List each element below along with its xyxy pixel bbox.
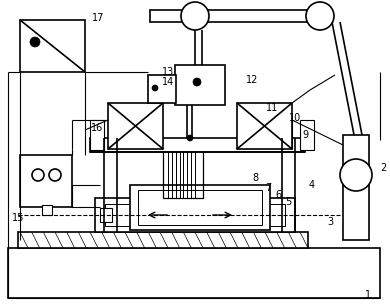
Bar bbox=[175, 65, 225, 105]
Bar bbox=[343, 135, 369, 240]
Circle shape bbox=[306, 2, 334, 30]
Bar bbox=[130, 185, 270, 230]
Circle shape bbox=[32, 169, 44, 181]
Text: 6: 6 bbox=[275, 190, 281, 200]
Bar bbox=[8, 248, 380, 298]
Bar bbox=[148, 75, 176, 103]
Circle shape bbox=[49, 169, 61, 181]
Bar bbox=[105, 204, 285, 226]
Text: 2: 2 bbox=[380, 163, 386, 173]
Bar bbox=[20, 20, 85, 72]
Bar bbox=[100, 208, 112, 222]
Text: 15: 15 bbox=[12, 213, 24, 223]
Bar bbox=[300, 120, 314, 150]
Text: 11: 11 bbox=[266, 103, 278, 113]
Bar bbox=[150, 10, 320, 22]
Circle shape bbox=[193, 78, 201, 86]
Text: 13: 13 bbox=[162, 67, 174, 77]
Text: 1: 1 bbox=[365, 290, 371, 300]
Text: 14: 14 bbox=[162, 77, 174, 87]
Text: 5: 5 bbox=[285, 197, 291, 207]
Bar bbox=[20, 155, 72, 207]
Circle shape bbox=[187, 135, 193, 141]
Text: 17: 17 bbox=[92, 13, 104, 23]
Text: 16: 16 bbox=[91, 123, 103, 133]
Bar bbox=[163, 148, 203, 198]
Bar bbox=[138, 190, 262, 225]
Text: 3: 3 bbox=[327, 217, 333, 227]
Text: 4: 4 bbox=[309, 180, 315, 190]
Bar bbox=[90, 138, 305, 152]
Text: 7: 7 bbox=[265, 183, 271, 193]
Circle shape bbox=[181, 2, 209, 30]
Text: 12: 12 bbox=[246, 75, 258, 85]
Text: 10: 10 bbox=[289, 113, 301, 123]
Bar bbox=[237, 103, 292, 149]
Text: 8: 8 bbox=[252, 173, 258, 183]
Bar bbox=[108, 103, 163, 149]
Circle shape bbox=[152, 85, 158, 91]
Circle shape bbox=[340, 159, 372, 191]
Text: 9: 9 bbox=[302, 130, 308, 140]
Circle shape bbox=[30, 37, 40, 47]
Bar bbox=[95, 198, 295, 232]
Bar bbox=[90, 120, 104, 150]
Bar bbox=[42, 205, 52, 215]
Bar bbox=[18, 232, 308, 248]
